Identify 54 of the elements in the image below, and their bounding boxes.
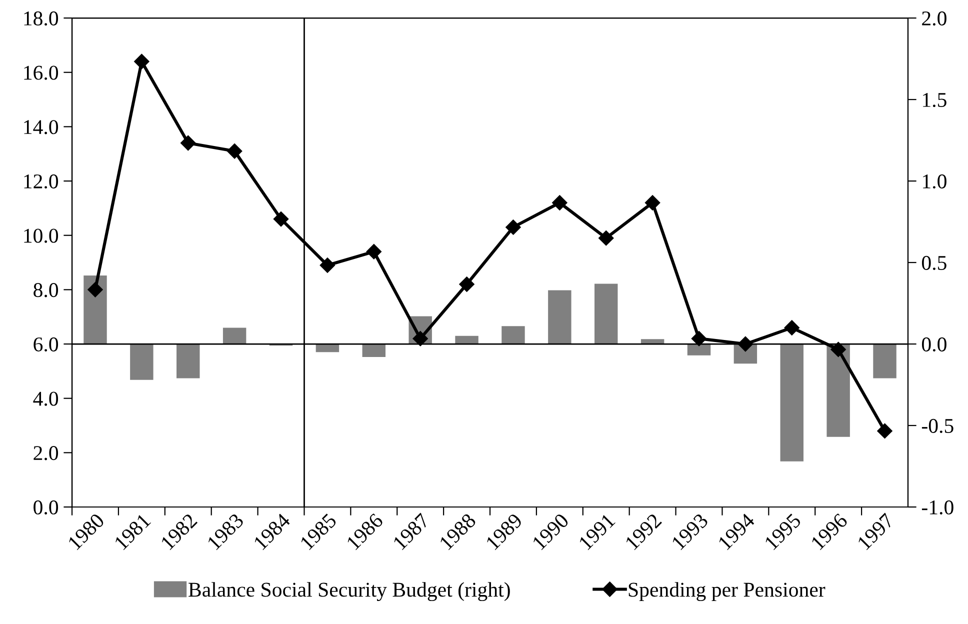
point [180, 135, 196, 151]
point [459, 276, 474, 292]
y-tick-label: 8.0 [34, 283, 58, 298]
y-tick-label: 4.0 [33, 392, 58, 406]
point [691, 331, 707, 346]
point [598, 230, 614, 246]
bar [548, 290, 572, 344]
bar [780, 344, 804, 462]
point [784, 320, 800, 336]
point [88, 282, 103, 298]
bar [594, 284, 618, 344]
point [644, 195, 660, 210]
y-tick-label: 6.0 [34, 337, 58, 352]
bar [176, 344, 200, 378]
point [320, 258, 336, 273]
y-tick-label: 18.0 [24, 11, 58, 26]
y-tick-label: 16.0 [24, 66, 58, 80]
point [412, 331, 428, 346]
point [134, 54, 150, 70]
y-tick-label: 2.0 [34, 446, 58, 460]
y-tick-label: 0.0 [34, 500, 58, 515]
point [227, 144, 242, 159]
y-tick-label: 12.0 [24, 174, 58, 189]
bar [130, 344, 154, 380]
y2-tick-label: 1.5 [923, 93, 946, 108]
legend-label: Spending per Pensioner [628, 582, 826, 602]
point [830, 342, 846, 358]
bar [222, 328, 246, 344]
legend-label: Balance Social Security Budget (right) [188, 582, 510, 602]
x-tick-label: 1991 [578, 513, 616, 550]
point [366, 244, 382, 260]
y2-tick-label: 0.5 [922, 256, 946, 270]
bar [455, 336, 478, 344]
x-tick-label: 1981 [114, 513, 152, 550]
point [738, 336, 754, 352]
y-tick-label: 10.0 [24, 228, 58, 243]
bar [640, 339, 664, 344]
bar [826, 344, 850, 437]
bar [873, 344, 896, 378]
bar [316, 344, 340, 352]
point [877, 423, 892, 439]
bar [362, 344, 386, 358]
y2-tick-label: -0.5 [922, 418, 954, 434]
y2-tick-label: 2.0 [922, 11, 946, 26]
point [506, 220, 521, 235]
bar [687, 344, 711, 356]
y2-tick-label: 0.0 [922, 337, 946, 352]
y2-tick-label: -1.0 [922, 500, 954, 515]
bar [502, 326, 525, 344]
point [273, 211, 289, 227]
y-tick-label: 14.0 [24, 120, 58, 134]
bar [84, 276, 107, 344]
point [552, 195, 568, 210]
y2-tick-label: 1.0 [923, 174, 946, 189]
